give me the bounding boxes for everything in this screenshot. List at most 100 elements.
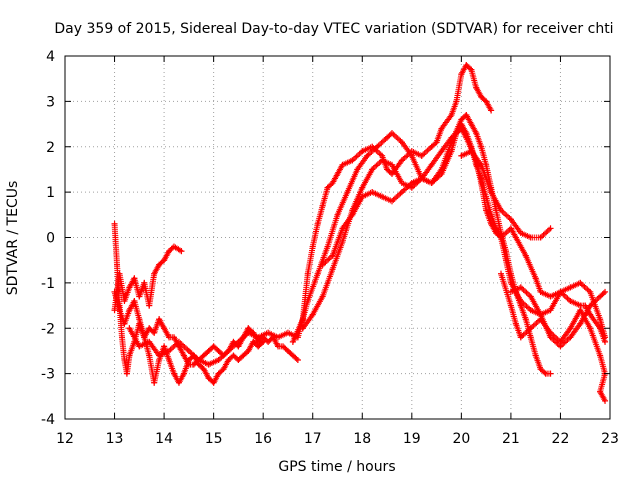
data-point (329, 266, 336, 273)
data-point (136, 316, 143, 323)
data-point (408, 180, 415, 187)
y-tick-label: -4 (41, 412, 55, 428)
data-point (507, 225, 514, 232)
data-point (151, 329, 158, 336)
data-point (463, 62, 470, 69)
data-point (284, 329, 291, 336)
series-trace-1 (111, 243, 185, 314)
data-point (488, 189, 495, 196)
data-point (121, 357, 128, 364)
data-point (557, 288, 564, 295)
data-point (587, 302, 594, 309)
data-point (428, 143, 435, 150)
y-tick-label: 1 (46, 185, 55, 201)
data-point (384, 166, 391, 173)
data-point (245, 329, 252, 336)
x-tick-label: 16 (254, 431, 272, 447)
data-point (577, 307, 584, 314)
data-point (255, 334, 262, 341)
data-point (121, 320, 128, 327)
data-point (379, 157, 386, 164)
data-point (458, 116, 465, 123)
data-point (161, 343, 168, 350)
data-point (151, 379, 158, 386)
data-point (175, 379, 182, 386)
data-point (299, 316, 306, 323)
data-point (398, 189, 405, 196)
data-point (225, 357, 232, 364)
series-trace-3 (111, 288, 301, 368)
x-tick-label: 20 (452, 431, 470, 447)
data-point (438, 148, 445, 155)
data-point (116, 307, 123, 314)
data-point (339, 161, 346, 168)
data-point (547, 225, 554, 232)
data-point (123, 370, 130, 377)
data-point (473, 84, 480, 91)
series-trace-10 (507, 284, 609, 350)
data-point (587, 325, 594, 332)
data-point (577, 279, 584, 286)
data-point (299, 325, 306, 332)
data-point (146, 338, 153, 345)
data-point (463, 111, 470, 118)
data-point (225, 347, 232, 354)
x-tick-label: 15 (205, 431, 223, 447)
x-tick-label: 14 (155, 431, 173, 447)
data-point (156, 316, 163, 323)
data-point (319, 202, 326, 209)
data-point (483, 98, 490, 105)
data-point (522, 252, 529, 259)
data-point (577, 320, 584, 327)
data-point (498, 229, 504, 236)
data-point (156, 352, 163, 359)
data-point (498, 270, 504, 277)
data-point (126, 307, 133, 314)
data-point (389, 170, 395, 177)
data-point (597, 352, 604, 359)
data-point (418, 152, 425, 159)
y-tick-label: 3 (46, 94, 55, 110)
data-point (166, 248, 173, 255)
data-point (537, 288, 544, 295)
y-tick-label: -1 (41, 276, 55, 292)
data-point (389, 198, 395, 205)
data-point (463, 134, 470, 141)
data-point (527, 234, 534, 241)
chart-title: Day 359 of 2015, Sidereal Day-to-day VTE… (54, 21, 613, 37)
series-trace-6 (299, 125, 609, 345)
data-point (136, 343, 143, 350)
data-point (537, 311, 544, 318)
data-point (284, 347, 291, 354)
data-point (141, 334, 148, 341)
x-tick-label: 21 (502, 431, 520, 447)
data-point (537, 366, 544, 373)
data-point (141, 279, 148, 286)
data-point (121, 298, 128, 305)
marker-trace (111, 243, 185, 314)
x-tick-label: 13 (106, 431, 124, 447)
data-point (502, 248, 509, 255)
data-point (171, 370, 177, 377)
data-point (230, 352, 237, 359)
data-point (265, 338, 272, 345)
data-point (161, 257, 168, 264)
data-point (200, 352, 207, 359)
data-point (200, 366, 207, 373)
data-point (379, 193, 386, 200)
data-point (468, 121, 475, 128)
data-point (324, 243, 331, 250)
x-tick-label: 22 (552, 431, 570, 447)
x-tick-label: 23 (601, 431, 619, 447)
data-point (389, 130, 395, 137)
data-point (294, 357, 301, 364)
data-point (118, 334, 125, 341)
data-point (111, 220, 118, 227)
y-axis-label: SDTVAR / TECUs (5, 181, 21, 296)
data-point (309, 311, 316, 318)
data-point (146, 325, 153, 332)
data-point (364, 152, 371, 159)
data-point (547, 293, 554, 300)
data-point (215, 370, 222, 377)
